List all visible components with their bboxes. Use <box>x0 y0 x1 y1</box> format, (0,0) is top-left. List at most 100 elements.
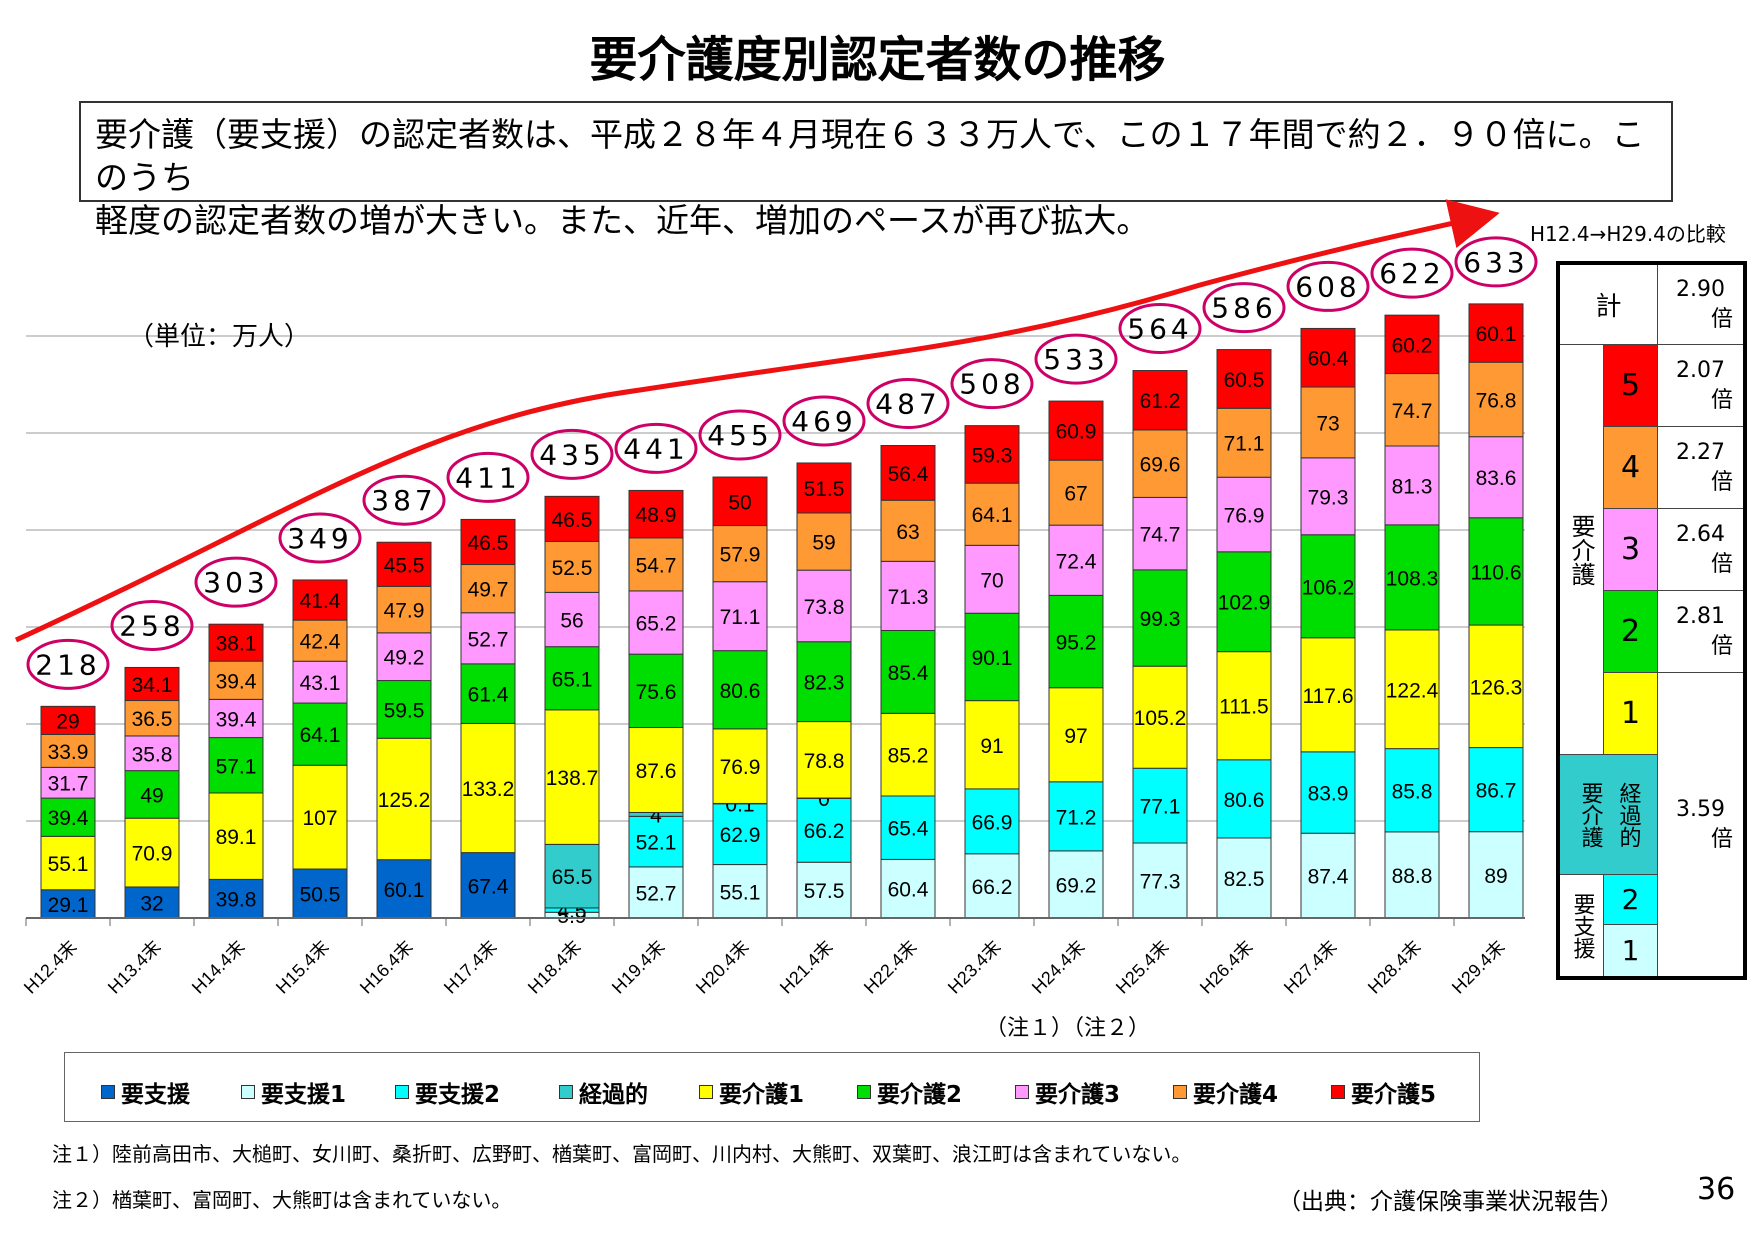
data-label: 42.4 <box>300 631 341 654</box>
total-label: 349 <box>287 522 352 555</box>
data-label: 89.1 <box>216 826 257 849</box>
bar-segment <box>1468 436 1524 519</box>
bar-segment <box>1132 842 1188 919</box>
bar-segment <box>1300 637 1356 753</box>
cmp-level-shien-2: 2 <box>1604 875 1658 925</box>
data-label: 83.9 <box>1308 783 1349 806</box>
data-label: 72.4 <box>1056 550 1097 573</box>
cmp-ratio-3: 2.64 倍 <box>1658 509 1743 591</box>
bar-segment <box>1048 524 1104 596</box>
legend-label: 要支援1 <box>261 1082 347 1108</box>
cmp-ratio-4-value: 2.27 <box>1676 439 1725 465</box>
trend-arrow <box>14 199 1500 643</box>
bar-segment <box>208 698 264 739</box>
legend-swatch <box>699 1085 713 1099</box>
comparison-caption: H12.4→H29.4の比較 <box>1530 222 1726 246</box>
note-1: 注１）陸前高田市、大槌町、女川町、桑折町、広野町、楢葉町、富岡町、川内村、大熊町… <box>52 1142 1192 1166</box>
data-label: 65.2 <box>636 613 677 636</box>
data-label: 82.5 <box>1224 868 1265 891</box>
bar-segment <box>460 518 516 566</box>
total-label: 435 <box>539 438 604 471</box>
bar-segment <box>628 537 684 592</box>
unit-label: （単位：万人） <box>128 322 311 352</box>
data-label: 102.9 <box>1218 592 1271 615</box>
bar-segment <box>1048 459 1104 526</box>
data-label: 45.5 <box>384 554 425 577</box>
total-ellipse <box>866 378 950 430</box>
data-label: 66.2 <box>972 876 1013 899</box>
data-label: 62.9 <box>720 824 761 847</box>
legend-swatch <box>241 1085 255 1099</box>
data-label: 126.3 <box>1470 676 1523 699</box>
legend-item: 要介護5 <box>1331 1075 1436 1109</box>
summary-box: 要介護（要支援）の認定者数は、平成２８年４月現在６３３万人で、この１７年間で約２… <box>79 101 1673 240</box>
data-label: 110.6 <box>1471 561 1522 584</box>
data-label: 77.1 <box>1140 796 1181 819</box>
bar-segment <box>1216 476 1272 553</box>
bar-segment <box>376 585 432 634</box>
total-ellipse <box>782 395 866 447</box>
total-ellipse <box>950 358 1034 410</box>
data-label: 69.2 <box>1056 874 1097 897</box>
data-label: 59.3 <box>972 444 1013 467</box>
data-label: 81.3 <box>1392 475 1433 498</box>
data-label: 71.1 <box>1224 433 1265 456</box>
cmp-keika-b: 経過的 <box>1615 781 1641 848</box>
stacked-bar-chart: 29.1 55.1 39.4 31.7 33.9 29 218 H12.4末 32 70.9 49 3… <box>14 199 1538 998</box>
data-label: 106.2 <box>1302 576 1355 599</box>
data-label: 64.1 <box>300 724 341 747</box>
bar-segment <box>460 663 516 724</box>
bar-segment <box>712 864 768 919</box>
bar-segment <box>880 858 936 919</box>
bar-segment <box>1216 837 1272 919</box>
bar-segment <box>964 544 1020 614</box>
cmp-ratio-2: 2.81 倍 <box>1658 591 1743 673</box>
bar-segment <box>712 650 768 730</box>
bar-segment <box>544 843 600 909</box>
cmp-keika-a: 要介護 <box>1577 781 1603 848</box>
data-label: 59.5 <box>384 699 425 722</box>
bar-segment <box>40 797 96 837</box>
data-label: 76.9 <box>1224 505 1265 528</box>
total-label: 303 <box>203 566 268 599</box>
data-label: 63 <box>896 521 919 544</box>
bar-segment <box>880 560 936 631</box>
bar-segment <box>1468 303 1524 363</box>
legend-label: 要介護1 <box>719 1082 805 1108</box>
data-label: 57.9 <box>720 544 761 567</box>
category-label: H24.4末 <box>1028 937 1089 998</box>
bar-segment <box>124 666 180 702</box>
legend-label: 要介護4 <box>1193 1082 1279 1108</box>
data-label: 60.4 <box>888 879 929 902</box>
legend-item: 要支援2 <box>395 1075 500 1109</box>
data-label: 61.4 <box>468 684 509 707</box>
bar-segment <box>544 646 600 711</box>
category-label: H16.4末 <box>356 937 417 998</box>
cmp-level-shien-1: 1 <box>1604 925 1658 976</box>
legend-item: 要支援 <box>101 1075 190 1109</box>
total-ellipse <box>1454 236 1538 288</box>
bar-segment <box>208 792 264 880</box>
total-label: 586 <box>1211 292 1276 325</box>
cmp-ratio-2-value: 2.81 <box>1676 603 1725 629</box>
total-ellipse <box>1034 333 1118 385</box>
total-ellipse <box>110 599 194 651</box>
data-label: 70.9 <box>132 843 173 866</box>
bar-segment <box>1216 349 1272 409</box>
bar-segment <box>1216 759 1272 839</box>
data-label: 133.2 <box>462 778 515 801</box>
data-label: 117.6 <box>1303 685 1354 708</box>
data-label: 35.8 <box>132 743 173 766</box>
data-label: 34.1 <box>132 674 173 697</box>
data-label: 76.9 <box>720 756 761 779</box>
bar-segment <box>796 462 852 514</box>
data-label: 78.8 <box>804 750 845 773</box>
data-label: 60.9 <box>1056 421 1097 444</box>
category-label: H28.4末 <box>1364 937 1425 998</box>
bar-segment <box>1132 370 1188 431</box>
bar-segment <box>124 886 180 919</box>
bar-segment <box>964 853 1020 919</box>
data-label: 50.5 <box>300 884 341 907</box>
bar-segment <box>1300 534 1356 639</box>
data-label: 36.5 <box>132 708 173 731</box>
